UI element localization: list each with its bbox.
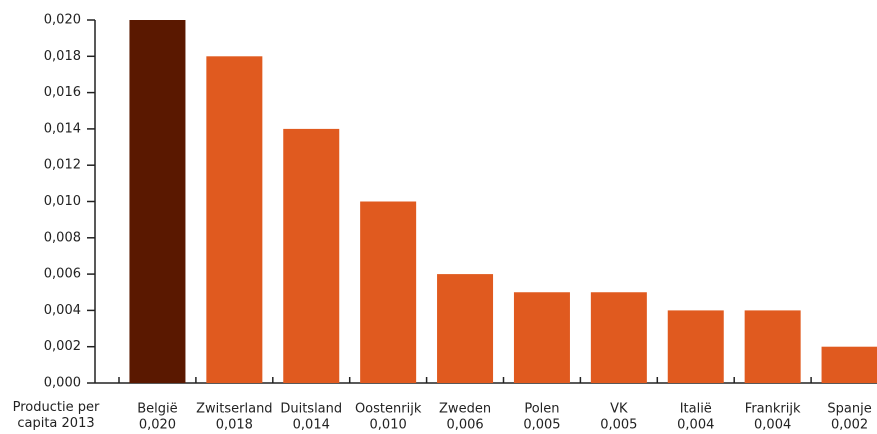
bar (744, 310, 801, 383)
y-tick-label: 0,014 (44, 121, 81, 136)
bar (513, 292, 570, 383)
value-label: 0,020 (139, 418, 176, 433)
value-label: 0,004 (754, 418, 791, 433)
value-label: 0,010 (370, 418, 407, 433)
value-label: 0,005 (600, 418, 637, 433)
value-label: 0,004 (677, 418, 714, 433)
y-tick-label: 0,008 (44, 230, 81, 245)
y-tick-label: 0,002 (44, 339, 81, 354)
y-tick-label: 0,006 (44, 267, 81, 282)
bar (360, 201, 417, 383)
value-label: 0,002 (831, 418, 868, 433)
x-tick-label: Zwitserland (196, 402, 272, 417)
value-label: 0,006 (446, 418, 483, 433)
bar (206, 56, 263, 384)
x-tick-label: Spanje (827, 402, 871, 417)
x-tick-label: Polen (524, 402, 559, 417)
x-tick-label: Zweden (439, 402, 491, 417)
x-tick-label: Frankrijk (745, 402, 801, 417)
bar (437, 274, 494, 383)
x-tick-label: Italië (680, 402, 712, 417)
y-tick-label: 0,000 (44, 376, 81, 391)
y-tick-label: 0,012 (44, 158, 81, 173)
bar (590, 292, 647, 383)
value-label: 0,014 (293, 418, 330, 433)
x-tick-label: België (137, 402, 177, 417)
x-tick-label: Duitsland (280, 402, 342, 417)
value-label: 0,005 (523, 418, 560, 433)
value-label: 0,018 (216, 418, 253, 433)
bar (283, 128, 340, 383)
x-tick-label: VK (610, 402, 628, 417)
x-axis-label: Productie per capita 2013 (12, 400, 100, 431)
bar (667, 310, 724, 383)
y-tick-label: 0,010 (44, 194, 81, 209)
y-tick-label: 0,020 (44, 13, 81, 28)
bar (129, 20, 186, 383)
bar (821, 346, 877, 383)
y-tick-label: 0,004 (44, 303, 81, 318)
y-tick-label: 0,016 (44, 85, 81, 100)
x-tick-label: Oostenrijk (355, 402, 422, 417)
y-tick-label: 0,018 (44, 49, 81, 64)
